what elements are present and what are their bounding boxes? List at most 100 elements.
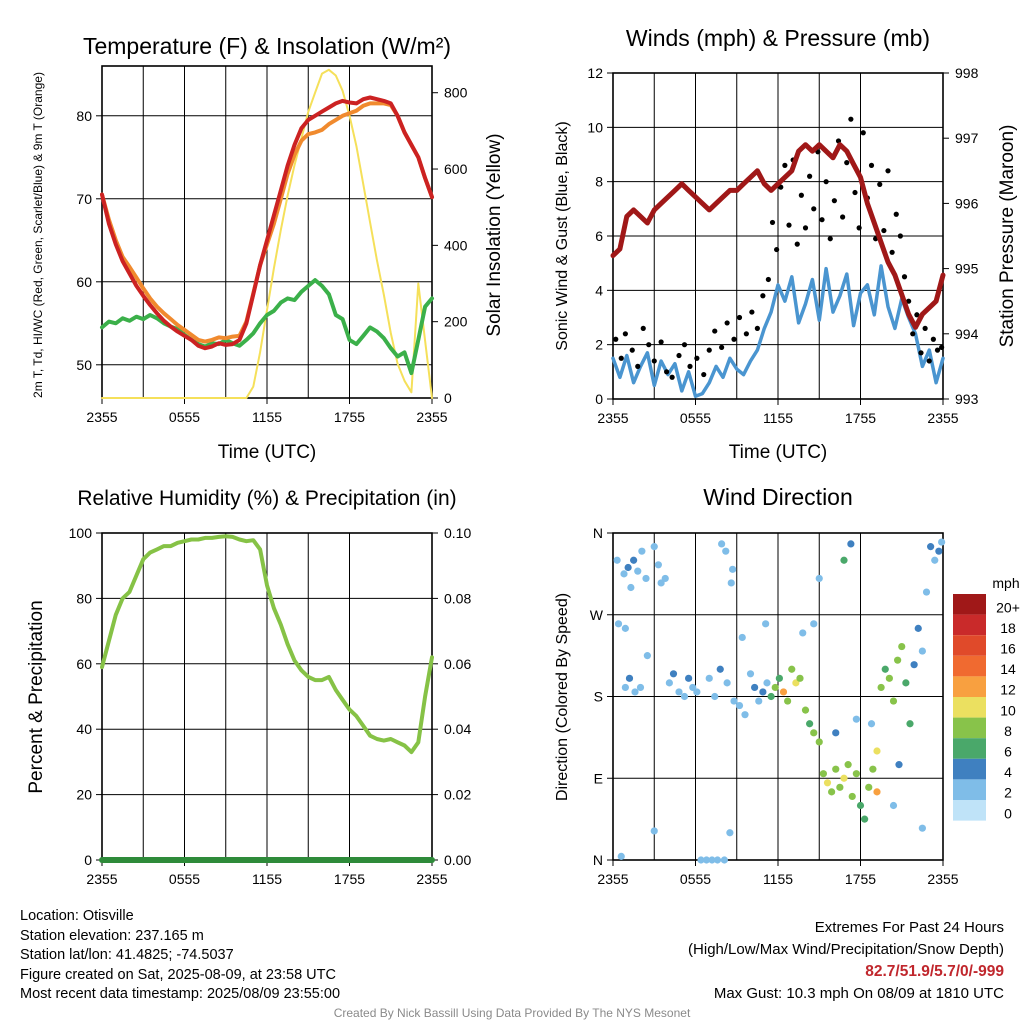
wind-direction-point — [634, 567, 642, 575]
wind-direction-point — [630, 556, 638, 564]
x-axis-label: Time (UTC) — [729, 442, 828, 463]
colorbar-swatch — [953, 614, 986, 636]
y2-tick-label: 995 — [955, 261, 979, 277]
colorbar-swatch — [953, 779, 986, 800]
wind-direction-point — [620, 570, 628, 578]
wind-direction-point — [726, 829, 734, 837]
y2-tick-label: 0.02 — [444, 787, 471, 803]
y-tick-label: S — [594, 689, 603, 705]
gust-point — [831, 198, 837, 204]
wind-direction-point — [631, 688, 639, 696]
chart-title: Temperature (F) & Insolation (W/m²) — [83, 33, 451, 59]
x-tick-label: 1755 — [845, 871, 876, 887]
y-tick-label: 50 — [76, 357, 92, 373]
gust-point — [802, 225, 809, 231]
wind-direction-point — [729, 565, 737, 573]
gust-point — [724, 320, 730, 326]
x-tick-label: 2355 — [416, 871, 447, 887]
colorbar-swatch — [953, 594, 986, 615]
wind-direction-point — [840, 774, 848, 782]
wind-direction-point — [836, 783, 844, 791]
wind-direction-point — [806, 720, 814, 728]
gust-point — [910, 331, 916, 337]
x-tick-label: 1755 — [334, 871, 365, 887]
chart-title: Winds (mph) & Pressure (mb) — [626, 25, 930, 51]
y2-tick-label: 0.06 — [444, 656, 471, 672]
gust-point — [823, 179, 829, 185]
station-elevation: Station elevation: 237.165 m — [20, 927, 204, 944]
y2-tick-label: 0.04 — [444, 721, 471, 737]
y-tick-label: E — [594, 770, 603, 786]
wind-direction-point — [617, 852, 625, 860]
x-tick-label: 1755 — [845, 410, 876, 426]
colorbar-swatch — [953, 717, 986, 739]
extremes-values: 82.7/51.9/5.7/0/-999 — [865, 963, 1004, 980]
wind-direction-point — [848, 792, 856, 801]
wind-direction-point — [889, 801, 898, 810]
gust-point — [939, 344, 945, 350]
gust-point — [676, 352, 682, 359]
x-tick-label: 2355 — [927, 871, 958, 887]
gust-point — [901, 274, 908, 280]
x-tick-label: 0555 — [169, 409, 200, 425]
wind-direction-point — [844, 761, 852, 769]
gust-point — [664, 369, 670, 375]
y2-tick-label: 994 — [955, 326, 979, 342]
colorbar-swatch — [953, 697, 986, 718]
y-tick-label: 6 — [595, 228, 603, 244]
wind-direction-point — [738, 633, 746, 642]
wind-direction-point — [650, 827, 658, 835]
colorbar-label: 18 — [1000, 620, 1016, 636]
y-tick-label: 60 — [76, 656, 92, 672]
gust-point — [918, 350, 924, 356]
wind-direction-point — [847, 540, 855, 548]
gust-point — [658, 339, 664, 345]
y-axis-label-left: Direction (Colored By Speed) — [554, 593, 571, 801]
station-location: Location: Otisville — [20, 908, 134, 924]
y-tick-label: 8 — [595, 174, 603, 190]
gust-point — [743, 331, 749, 337]
gust-point — [622, 331, 628, 337]
x-tick-label: 2355 — [597, 410, 628, 426]
y-tick-label: 20 — [76, 787, 92, 803]
wind-direction-point — [938, 538, 946, 546]
wind-direction-point — [898, 642, 906, 651]
colorbar-swatch — [953, 800, 986, 821]
chart-title: Relative Humidity (%) & Precipitation (i… — [77, 487, 456, 510]
wind-direction-point — [895, 761, 903, 769]
chart-title: Wind Direction — [703, 484, 853, 510]
x-tick-label: 1155 — [763, 410, 793, 426]
gust-point — [844, 160, 850, 166]
gust-point — [651, 358, 657, 364]
gust-point — [827, 236, 833, 242]
x-tick-label: 2355 — [597, 871, 628, 887]
extremes-subtitle: (High/Low/Max Wind/Precipitation/Snow De… — [688, 941, 1004, 958]
wind-direction-point — [723, 679, 731, 687]
wind-direction-point — [902, 679, 910, 687]
wind-direction-point — [713, 856, 722, 864]
wind-direction-point — [894, 656, 902, 664]
relative-humidity-line — [100, 534, 434, 755]
colorbar-label: 14 — [1000, 661, 1016, 677]
x-tick-label: 2355 — [927, 410, 958, 426]
wind-direction-point — [735, 701, 744, 710]
wind-direction-point — [722, 547, 730, 555]
wind-direction-point — [906, 720, 914, 728]
x-tick-label: 0555 — [680, 410, 711, 426]
y2-tick-label: 200 — [444, 314, 468, 330]
wind-direction-point — [788, 665, 796, 673]
wind-direction-point — [636, 683, 645, 692]
colorbar-swatch — [953, 738, 986, 759]
wind-direction-point — [810, 620, 818, 628]
gust-point — [687, 363, 693, 369]
wind-direction-point — [741, 711, 749, 719]
gust-point — [736, 314, 743, 321]
wind-direction-point — [638, 547, 646, 555]
wind-direction-point — [877, 683, 885, 692]
y2-tick-label: 0.00 — [444, 852, 471, 868]
x-axis-label: Time (UTC) — [218, 442, 317, 463]
gust-point — [618, 355, 624, 361]
dewpoint-line — [100, 278, 434, 376]
wind-direction-point — [759, 688, 767, 696]
